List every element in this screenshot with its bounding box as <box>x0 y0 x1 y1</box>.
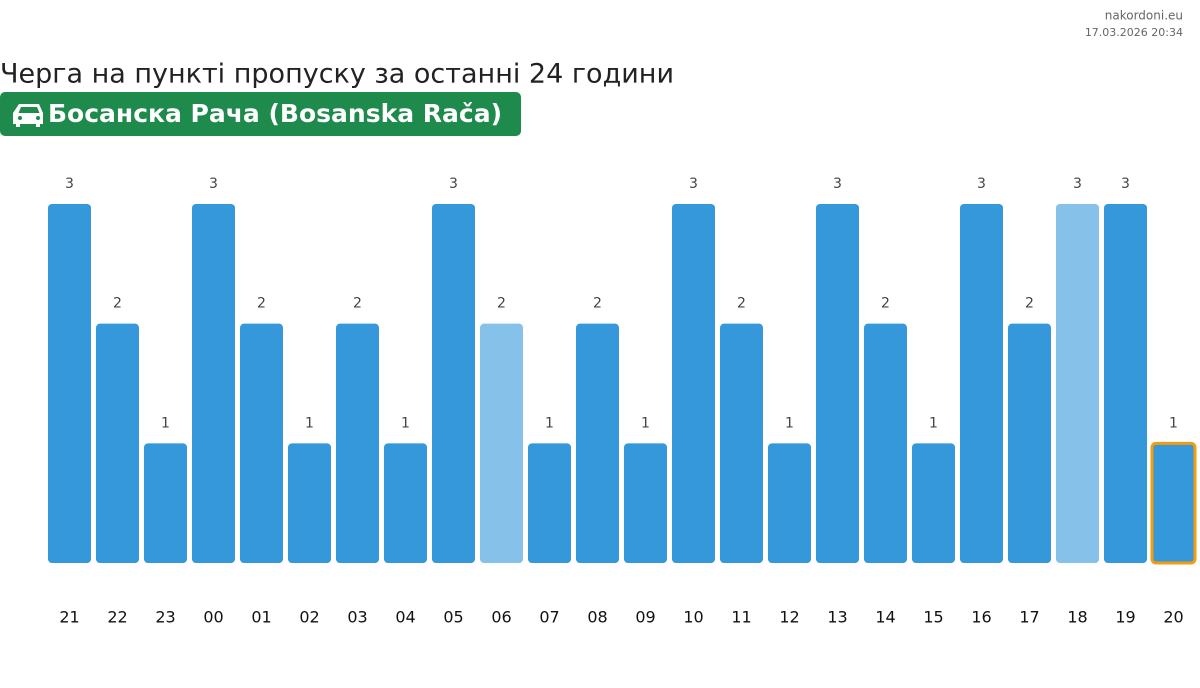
value-label: 2 <box>497 296 506 312</box>
value-label: 2 <box>353 296 362 312</box>
bar <box>336 323 379 563</box>
bar <box>1104 204 1147 563</box>
bar <box>960 204 1003 563</box>
x-tick-label: 04 <box>395 608 415 627</box>
x-tick-label: 06 <box>491 608 511 627</box>
value-label: 1 <box>545 415 554 431</box>
value-label: 3 <box>1121 176 1130 192</box>
bar <box>48 204 91 563</box>
bar <box>864 323 907 563</box>
chart-title: Черга на пункті пропуску за останні 24 г… <box>0 59 674 90</box>
x-tick-label: 20 <box>1163 608 1183 627</box>
value-label: 2 <box>881 296 890 312</box>
bar <box>240 323 283 563</box>
site-name: nakordoni.eu <box>1105 9 1183 23</box>
bar <box>720 323 763 563</box>
bar <box>528 443 571 563</box>
value-label: 2 <box>113 296 122 312</box>
value-label: 2 <box>593 296 602 312</box>
x-tick-label: 11 <box>731 608 751 627</box>
value-label: 1 <box>1169 415 1178 431</box>
x-tick-label: 10 <box>683 608 703 627</box>
bar <box>816 204 859 563</box>
x-tick-label: 23 <box>155 608 175 627</box>
x-tick-label: 15 <box>923 608 943 627</box>
value-label: 2 <box>737 296 746 312</box>
x-tick-label: 19 <box>1115 608 1135 627</box>
car-icon <box>13 104 43 127</box>
x-tick-label: 02 <box>299 608 319 627</box>
bar <box>1150 441 1197 565</box>
bar <box>912 443 955 563</box>
x-tick-label: 09 <box>635 608 655 627</box>
x-tick-label: 01 <box>251 608 271 627</box>
bar <box>144 443 187 563</box>
value-label: 3 <box>65 176 74 192</box>
badge <box>0 92 521 136</box>
checkpoint-name: Босанска Рача (Bosanska Rača) <box>48 99 502 128</box>
x-tick-label: 21 <box>59 608 79 627</box>
bar <box>672 204 715 563</box>
value-label: 1 <box>161 415 170 431</box>
bar <box>576 323 619 563</box>
value-label: 3 <box>449 176 458 192</box>
x-tick-label: 08 <box>587 608 607 627</box>
bar <box>1008 323 1051 563</box>
bar <box>192 204 235 563</box>
bar <box>384 443 427 563</box>
value-label: 3 <box>209 176 218 192</box>
value-label: 2 <box>1025 296 1034 312</box>
bar <box>480 323 523 563</box>
bar <box>432 204 475 563</box>
x-tick-label: 14 <box>875 608 895 627</box>
bar <box>96 323 139 563</box>
x-tick-label: 16 <box>971 608 991 627</box>
x-tick-label: 00 <box>203 608 223 627</box>
bar <box>288 443 331 563</box>
x-tick-label: 17 <box>1019 608 1039 627</box>
timestamp: 17.03.2026 20:34 <box>1085 26 1183 39</box>
bar <box>624 443 667 563</box>
value-label: 2 <box>257 296 266 312</box>
x-tick-label: 07 <box>539 608 559 627</box>
value-label: 1 <box>401 415 410 431</box>
value-label: 3 <box>833 176 842 192</box>
value-label: 1 <box>785 415 794 431</box>
x-tick-label: 18 <box>1067 608 1087 627</box>
value-label: 3 <box>977 176 986 192</box>
x-tick-label: 05 <box>443 608 463 627</box>
x-tick-label: 03 <box>347 608 367 627</box>
x-tick-label: 12 <box>779 608 799 627</box>
bar <box>1056 204 1099 563</box>
value-label: 1 <box>641 415 650 431</box>
value-label: 1 <box>929 415 938 431</box>
value-label: 3 <box>689 176 698 192</box>
value-label: 3 <box>1073 176 1082 192</box>
bar <box>768 443 811 563</box>
x-tick-label: 13 <box>827 608 847 627</box>
x-tick-label: 22 <box>107 608 127 627</box>
value-label: 1 <box>305 415 314 431</box>
